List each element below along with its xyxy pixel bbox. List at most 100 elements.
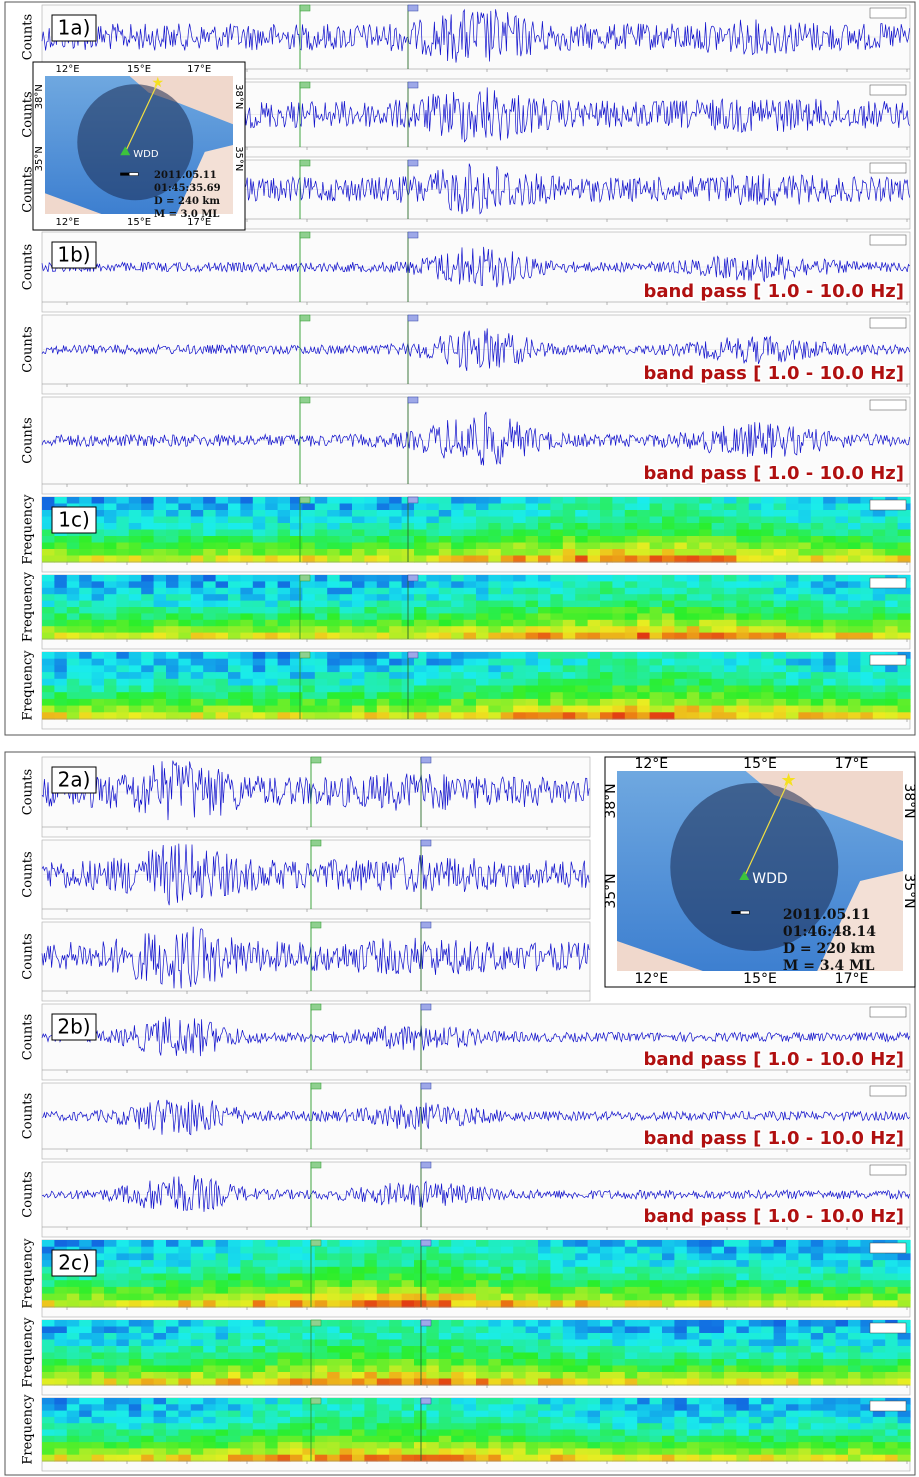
station-tag [870, 318, 906, 328]
spectrogram-cell [253, 556, 266, 563]
spectrogram-cell [674, 633, 687, 640]
spectrogram-cell [836, 1340, 849, 1347]
spectrogram-cell [104, 1260, 117, 1267]
spectrogram-cell [761, 517, 774, 524]
spectrogram-cell [451, 1430, 464, 1437]
spectrogram-cell [674, 620, 687, 627]
spectrogram-cell [798, 1300, 811, 1307]
spectrogram-cell [67, 1372, 80, 1379]
spectrogram-cell [600, 659, 613, 666]
spectrogram-cell [625, 633, 638, 640]
spectrogram-cell [426, 1372, 439, 1379]
spectrogram-cell [811, 517, 824, 524]
spectrogram-cell [216, 510, 229, 517]
spectrogram-cell [898, 620, 911, 627]
spectrogram-cell [488, 497, 501, 504]
spectrogram-cell [761, 665, 774, 672]
spectrogram-cell [426, 1404, 439, 1411]
spectrogram-cell [749, 659, 762, 666]
spectrogram-cell [439, 1294, 452, 1301]
spectrogram-cell [575, 692, 588, 699]
spectrogram-cell [600, 594, 613, 601]
spectrogram-cell [736, 536, 749, 543]
spectrogram-cell [67, 1340, 80, 1347]
spectrogram-cell [786, 1320, 799, 1327]
spectrogram-cell [885, 672, 898, 679]
spectrogram-cell [563, 1366, 576, 1373]
spectrogram-cell [253, 1340, 266, 1347]
spectrogram-cell [265, 543, 278, 550]
spectrogram-cell [736, 1280, 749, 1287]
spectrogram-cell [67, 1353, 80, 1360]
spectrogram-cell [575, 530, 588, 537]
spectrogram-cell [699, 588, 712, 595]
spectrogram-cell [761, 581, 774, 588]
spectrogram-cell [253, 1366, 266, 1373]
spectrogram-cell [389, 504, 402, 511]
spectrogram-cell [439, 1442, 452, 1449]
spectrogram-cell [451, 575, 464, 582]
spectrogram-cell [42, 626, 55, 633]
spectrogram-cell [240, 530, 253, 537]
spectrogram-cell [104, 1448, 117, 1455]
spectrogram-cell [674, 601, 687, 608]
p-marker-tag [311, 1240, 321, 1246]
spectrogram-cell [364, 672, 377, 679]
spectrogram-cell [588, 1294, 601, 1301]
spectrogram-cell [898, 686, 911, 693]
spectrogram-cell [340, 581, 353, 588]
panel-label: 1a) [58, 16, 91, 40]
spectrogram-cell [302, 1411, 315, 1418]
spectrogram-cell [67, 536, 80, 543]
spectrogram-cell [625, 626, 638, 633]
spectrogram-cell [488, 659, 501, 666]
spectrogram-cell [575, 1274, 588, 1281]
spectrogram-cell [240, 1300, 253, 1307]
spectrogram-cell [327, 517, 340, 524]
spectrogram-cell [885, 1300, 898, 1307]
map-inset: ★WDD12°E12°E15°E15°E17°E17°E38°N38°N35°N… [33, 62, 245, 230]
spectrogram-cell [439, 1346, 452, 1353]
spectrogram-cell [414, 1253, 427, 1260]
spectrogram-cell [736, 1247, 749, 1254]
spectrogram-cell [526, 575, 539, 582]
spectrogram-cell [712, 620, 725, 627]
spectrogram-cell [278, 588, 291, 595]
spectrogram-cell [476, 530, 489, 537]
spectrogram-cell [774, 549, 787, 556]
spectrogram-cell [476, 1411, 489, 1418]
spectrogram-cell [885, 1366, 898, 1373]
spectrogram-cell [650, 1300, 663, 1307]
spectrogram-cell [885, 1274, 898, 1281]
spectrogram-cell [575, 1353, 588, 1360]
spectrogram-cell [352, 504, 365, 511]
spectrogram-cell [464, 1327, 477, 1334]
spectrogram-cell [104, 1417, 117, 1424]
spectrogram-cell [439, 672, 452, 679]
spectrogram-cell [116, 1346, 129, 1353]
spectrogram-cell [786, 1294, 799, 1301]
spectrogram-cell [79, 620, 92, 627]
spectrogram-cell [674, 556, 687, 563]
spectrogram-cell [761, 620, 774, 627]
spectrogram-cell [377, 1430, 390, 1437]
spectrogram-cell [761, 594, 774, 601]
spectrogram-cell [464, 1260, 477, 1267]
spectrogram-cell [352, 1455, 365, 1462]
spectrogram-cell [389, 1280, 402, 1287]
spectrogram-cell [724, 686, 737, 693]
spectrogram-cell [364, 497, 377, 504]
spectrogram-cell [178, 1398, 191, 1405]
spectrogram-cell [687, 692, 700, 699]
axis-label: Frequency [21, 494, 36, 565]
spectrogram-cell [798, 504, 811, 511]
spectrogram-cell [625, 1247, 638, 1254]
spectrogram-cell [848, 1411, 861, 1418]
spectrogram-cell [798, 517, 811, 524]
spectrogram-cell [240, 633, 253, 640]
spectrogram-cell [563, 1455, 576, 1462]
spectrogram-cell [414, 626, 427, 633]
spectrogram-cell [687, 1260, 700, 1267]
spectrogram-cell [414, 699, 427, 706]
spectrogram-cell [104, 1340, 117, 1347]
